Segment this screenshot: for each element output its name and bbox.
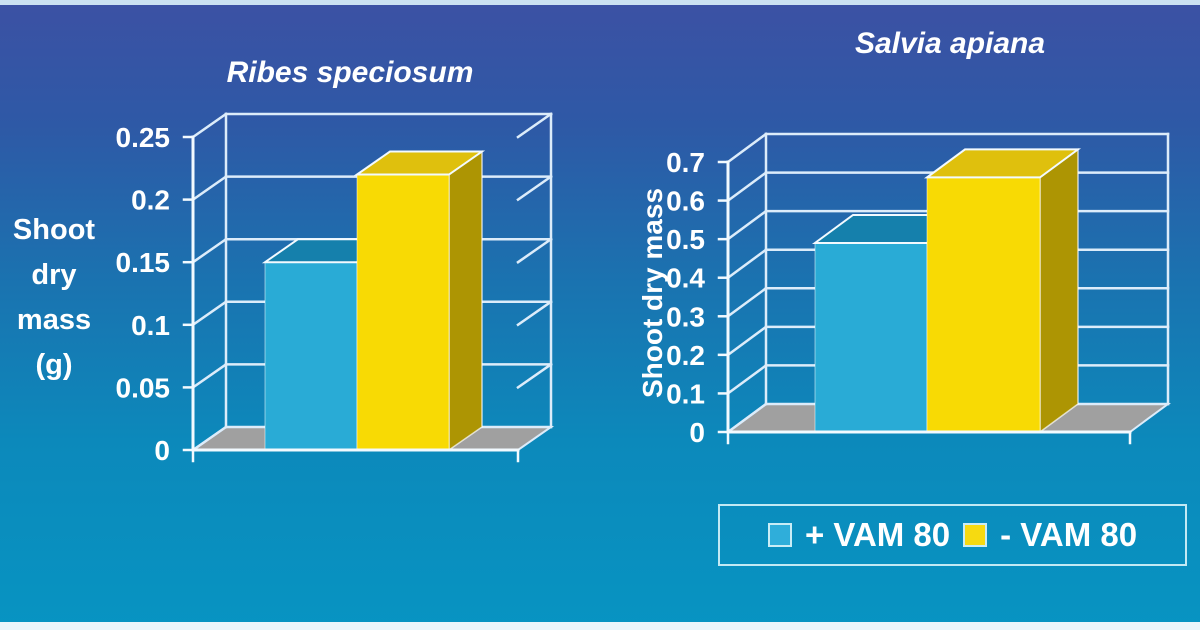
grid-tick-connector (726, 247, 768, 280)
y-axis-label-line: (g) (35, 349, 73, 381)
grid-tick-connector (191, 300, 228, 327)
y-tick-label: 0 (154, 435, 170, 466)
grid-tick-connector (726, 170, 768, 203)
grid-tick-connector (191, 237, 228, 264)
y-tick-label: 0.5 (666, 224, 705, 255)
legend-swatch-plus-vam (767, 523, 792, 547)
grid-side-connector (516, 362, 553, 390)
grid-side-connector (516, 174, 553, 202)
y-axis-label-salvia: Shoot dry mass (637, 187, 668, 399)
grid-side-connector (516, 112, 553, 139)
bar-top-salvia-1 (923, 148, 1082, 179)
grid-tick-connector (726, 209, 768, 241)
y-tick-label: 0.4 (666, 263, 705, 294)
y-tick-label: 0 (689, 417, 705, 448)
slide-top-edge (0, 0, 1200, 5)
bar-front-salvia-0 (814, 242, 928, 433)
y-tick-label: 0.25 (116, 122, 171, 153)
chart-title-salvia: Salvia apiana (854, 27, 1046, 60)
y-axis-label-line: Shoot (12, 214, 96, 246)
grid-tick-connector (726, 286, 768, 319)
y-tick-label: 0.2 (131, 185, 170, 216)
slide-bottom-edge (0, 622, 1200, 630)
y-tick-label: 0.3 (666, 301, 705, 332)
y-tick-label: 0.15 (116, 247, 171, 278)
grid-side-connector (516, 237, 553, 264)
y-tick-label: 0.1 (131, 310, 170, 341)
bar-front-ribes-1 (356, 174, 450, 451)
y-axis-label-line: mass (16, 304, 92, 336)
grid-tick-connector (726, 363, 768, 396)
bar-front-ribes-0 (264, 261, 358, 451)
legend-swatch-minus-vam (963, 523, 988, 547)
bar-side-ribes-1 (448, 150, 483, 452)
grid-tick-connector (726, 325, 768, 357)
legend: + VAM 80 - VAM 80 (718, 504, 1187, 566)
y-tick-label: 0.05 (116, 372, 171, 403)
bar-side-salvia-1 (1039, 147, 1079, 434)
bar-front-salvia-1 (926, 176, 1041, 433)
grid-side-connector (516, 300, 553, 327)
legend-label-minus-vam: - VAM 80 (1000, 516, 1138, 553)
grid-tick-connector (726, 132, 768, 164)
legend-label-plus-vam: + VAM 80 (804, 516, 951, 553)
y-axis-label-line: dry (31, 259, 77, 291)
y-tick-label: 0.1 (666, 378, 705, 409)
grid-tick-connector (191, 112, 228, 139)
chart-title-ribes: Ribes speciosum (226, 56, 474, 89)
bar-top-ribes-1 (353, 150, 486, 176)
y-tick-label: 0.2 (666, 340, 705, 371)
y-tick-label: 0.6 (666, 186, 705, 217)
grid-tick-connector (191, 425, 228, 452)
y-axis-label-ribes: Shoot dry mass (g) (6, 208, 102, 388)
grid-tick-connector (191, 174, 228, 202)
grid-tick-connector (726, 402, 768, 434)
y-tick-label: 0.7 (666, 147, 705, 178)
grid-tick-connector (191, 362, 228, 390)
